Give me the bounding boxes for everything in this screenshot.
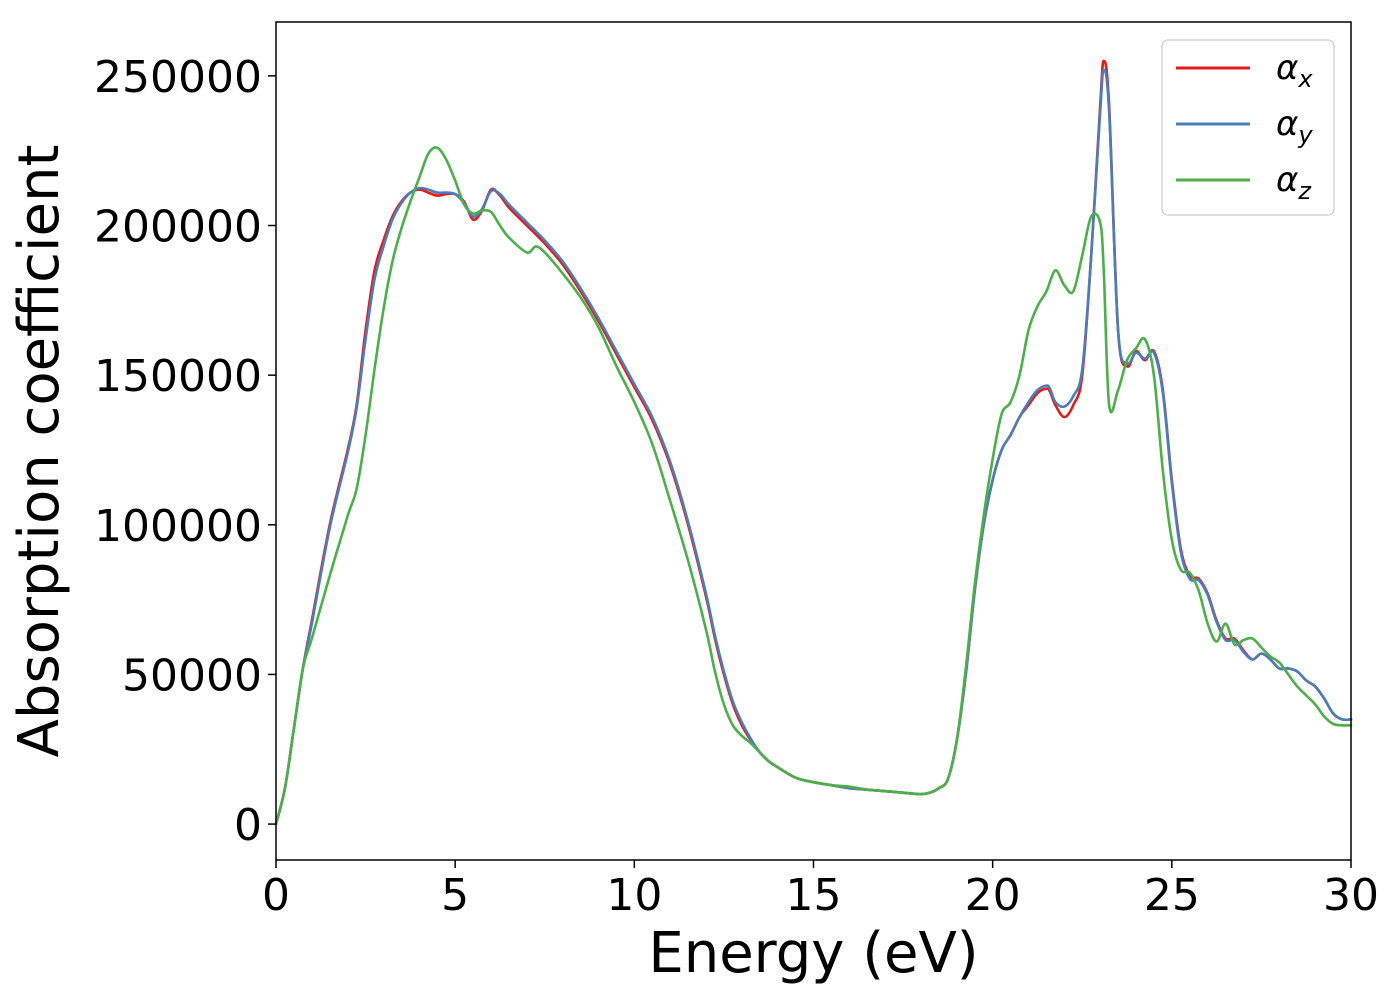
legend-box: [1161, 39, 1335, 216]
y-tick-label: 100000: [94, 501, 262, 552]
x-tick-label: 15: [786, 870, 842, 921]
y-tick-label: 150000: [94, 351, 262, 402]
legend-label-z: αz: [1276, 160, 1312, 205]
x-axis-label: Energy (eV): [648, 921, 978, 986]
y-axis-label: Absorption coefficient: [7, 145, 72, 758]
x-tick-label: 30: [1323, 870, 1379, 921]
y-tick-label: 200000: [94, 202, 262, 253]
x-tick-label: 25: [1144, 870, 1200, 921]
legend-label-y: αy: [1276, 104, 1313, 149]
legend-items: αx αy αz: [1176, 48, 1313, 205]
x-tick-label: 5: [441, 870, 469, 921]
y-tick-label: 0: [234, 800, 262, 851]
y-tick-label: 250000: [94, 52, 262, 103]
x-tick-label: 10: [606, 870, 662, 921]
x-tick-label: 20: [965, 870, 1021, 921]
y-axis: 0 50000 100000 150000 200000 250000: [94, 52, 276, 851]
x-tick-label: 0: [262, 870, 290, 921]
x-axis: 0 5 10 15 20 25 30: [262, 860, 1379, 921]
legend: αx αy αz: [1161, 39, 1335, 216]
series-layer: [274, 59, 1353, 826]
y-tick-label: 50000: [122, 650, 262, 701]
legend-label-x: αx: [1276, 48, 1313, 93]
series-line-z: [274, 146, 1353, 826]
